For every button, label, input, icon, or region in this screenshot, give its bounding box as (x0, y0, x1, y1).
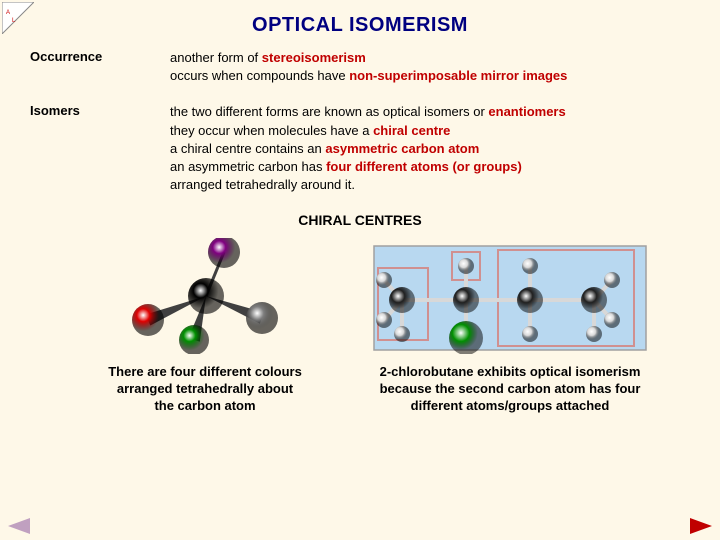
next-icon[interactable] (690, 518, 712, 534)
svg-text:A: A (6, 10, 10, 16)
tetrahedral-diagram (124, 238, 286, 354)
chlorobutane-diagram (370, 238, 650, 354)
section-row: Occurrenceanother form of stereoisomeris… (30, 49, 690, 85)
logo: AL (2, 2, 34, 34)
figure-tetrahedral: There are four different coloursarranged… (70, 238, 340, 415)
page-title: OPTICAL ISOMERISM (0, 0, 720, 37)
section-desc: the two different forms are known as opt… (170, 103, 566, 194)
highlight-term: enantiomers (488, 104, 565, 119)
highlight-term: four different atoms (or groups) (326, 159, 522, 174)
figure-chlorobutane: 2-chlorobutane exhibits optical isomeris… (370, 238, 650, 415)
section-row: Isomersthe two different forms are known… (30, 103, 690, 194)
highlight-term: asymmetric carbon atom (325, 141, 479, 156)
highlight-term: non-superimposable mirror images (349, 68, 567, 83)
highlight-term: stereoisomerism (262, 50, 366, 65)
section-desc: another form of stereoisomerismoccurs wh… (170, 49, 567, 85)
content: Occurrenceanother form of stereoisomeris… (0, 37, 720, 415)
figure-tetrahedral-caption: There are four different coloursarranged… (108, 364, 302, 415)
subheading: CHIRAL CENTRES (30, 212, 690, 228)
highlight-term: chiral centre (373, 123, 450, 138)
previous-icon[interactable] (8, 518, 30, 534)
section-label: Occurrence (30, 49, 170, 85)
figures-row: There are four different coloursarranged… (30, 238, 690, 415)
section-label: Isomers (30, 103, 170, 194)
figure-chlorobutane-caption: 2-chlorobutane exhibits optical isomeris… (380, 364, 641, 415)
